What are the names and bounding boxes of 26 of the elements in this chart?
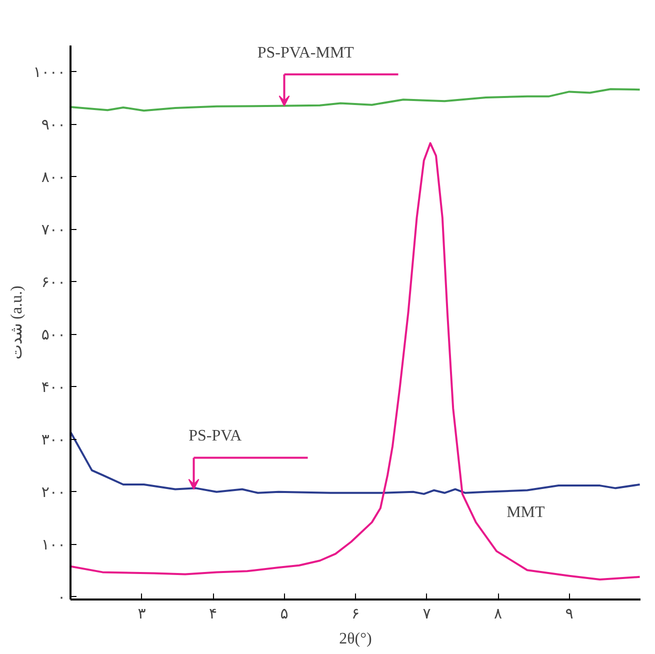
y-tick-label: ۷۰۰ xyxy=(41,220,66,238)
x-tick-label: ۴ xyxy=(208,604,218,622)
x-tick-label: ۳ xyxy=(138,604,146,622)
y-tick-label: ۲۰۰ xyxy=(41,482,66,501)
y-tick-label: ۵۰۰ xyxy=(41,325,66,344)
y-tick-label: ۹۰۰ xyxy=(41,115,66,134)
y-tick-label: ۰ xyxy=(57,588,66,606)
y-tick-label: ۳۰۰ xyxy=(41,430,66,448)
x-tick-label: ۹ xyxy=(565,604,574,622)
y-tick-label: ۱۰۰۰ xyxy=(33,62,66,81)
y-tick-label: ۸۰۰ xyxy=(41,168,66,186)
line-series xyxy=(70,88,640,112)
annotation: PS-PVA xyxy=(188,428,242,445)
annotation: PS-PVA-MMT xyxy=(257,44,354,62)
x-tick-label: ۸ xyxy=(494,604,502,622)
x-tick-label: ۶ xyxy=(351,604,360,622)
line-series xyxy=(70,142,640,581)
series-label: MMT xyxy=(506,504,546,522)
line-series xyxy=(70,430,640,495)
y-tick-label: ۴۰۰ xyxy=(41,378,66,396)
x-axis-title: 2θ(°) xyxy=(339,630,372,648)
x-tick-label: ۵ xyxy=(280,604,288,622)
y-axis-title: شدت (a.u.) xyxy=(8,286,26,360)
y-tick-label: ۶۰۰ xyxy=(41,272,66,291)
y-tick-label: ۱۰۰ xyxy=(41,535,66,554)
x-tick-label: ۷ xyxy=(422,604,431,622)
